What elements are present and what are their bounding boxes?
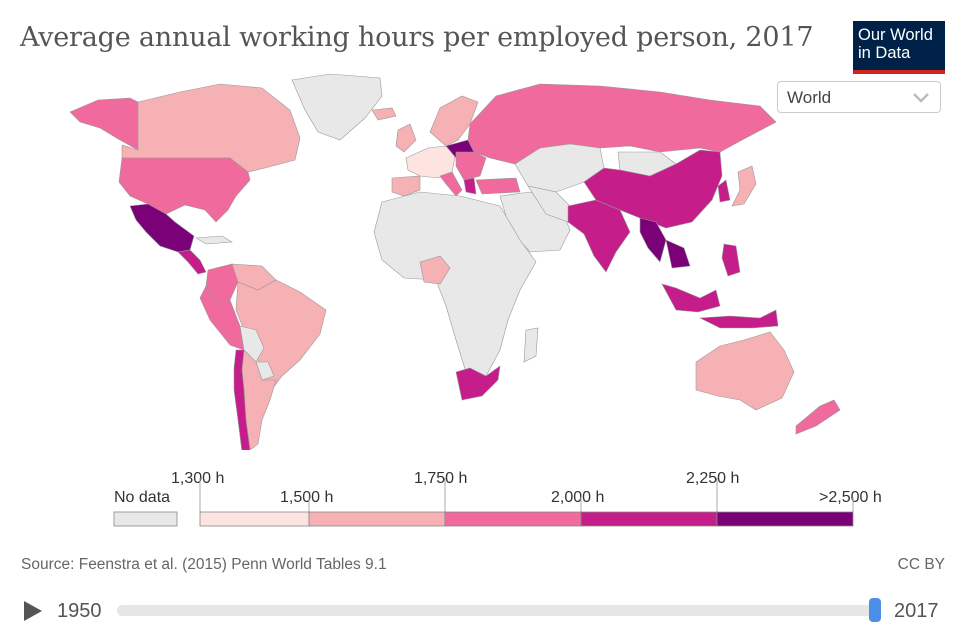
logo-line-1: Our World <box>858 26 933 44</box>
legend-swatch-1300-1500[interactable] <box>199 511 310 527</box>
legend-swatch-no-data[interactable] <box>113 511 178 527</box>
legend-threshold-1500: 1,500 h <box>280 489 334 506</box>
play-icon[interactable] <box>22 600 44 622</box>
map-malaysia[interactable] <box>661 283 721 313</box>
region-dropdown[interactable]: World <box>777 81 941 113</box>
legend-threshold-1300: 1,300 h <box>171 470 225 487</box>
timeline-start-year[interactable]: 1950 <box>57 600 102 622</box>
legend-swatch-1500-1750[interactable] <box>308 511 446 527</box>
map-cuba[interactable] <box>195 235 233 245</box>
owid-logo[interactable]: Our World in Data <box>853 21 945 74</box>
map-myanmar[interactable] <box>639 217 667 263</box>
map-korea[interactable] <box>717 179 731 203</box>
map-cambodia[interactable] <box>665 239 691 269</box>
legend-threshold-2500: >2,500 h <box>819 489 882 506</box>
map-australia[interactable] <box>695 331 795 411</box>
map-indonesia[interactable] <box>698 309 779 329</box>
map-chile[interactable] <box>233 349 251 450</box>
legend-swatch-2250-2500[interactable] <box>716 511 854 527</box>
map-philippines[interactable] <box>721 243 741 277</box>
map-africa[interactable] <box>373 191 537 377</box>
map-canada[interactable] <box>121 83 301 173</box>
chevron-down-icon <box>913 93 929 103</box>
map-new-zealand[interactable] <box>795 399 841 435</box>
source-note: Source: Feenstra et al. (2015) Penn Worl… <box>21 556 387 573</box>
legend-threshold-2000: 2,000 h <box>551 489 605 506</box>
timeline-handle[interactable] <box>869 598 881 622</box>
map-greece[interactable] <box>463 177 477 195</box>
logo-line-2: in Data <box>858 44 911 62</box>
map-iberia[interactable] <box>391 175 421 197</box>
timeline-end-year[interactable]: 2017 <box>894 600 939 622</box>
world-map <box>69 73 841 450</box>
map-bolivia[interactable] <box>239 325 265 363</box>
license-link[interactable]: CC BY <box>897 556 945 573</box>
legend-swatch-2000-2250[interactable] <box>580 511 718 527</box>
legend-swatch-1750-2000[interactable] <box>444 511 582 527</box>
map-japan[interactable] <box>731 165 757 207</box>
map-china[interactable] <box>583 149 723 229</box>
map-russia[interactable] <box>467 83 777 165</box>
map-italy[interactable] <box>439 171 463 197</box>
map-turkey[interactable] <box>475 177 521 195</box>
map-greenland[interactable] <box>291 73 383 141</box>
map-iceland[interactable] <box>371 107 397 121</box>
region-dropdown-value: World <box>787 88 832 107</box>
map-uk[interactable] <box>395 123 417 153</box>
chart-title: Average annual working hours per employe… <box>20 22 814 53</box>
legend-threshold-1750: 1,750 h <box>414 470 468 487</box>
map-madagascar[interactable] <box>523 327 539 363</box>
legend-threshold-2250: 2,250 h <box>686 470 740 487</box>
timeline-track[interactable] <box>117 605 881 616</box>
map-nigeria[interactable] <box>419 255 451 285</box>
map-south-africa[interactable] <box>455 365 501 401</box>
legend-no-data-label: No data <box>114 489 171 506</box>
map-scandinavia[interactable] <box>429 95 479 147</box>
map-central-america[interactable] <box>177 249 207 275</box>
